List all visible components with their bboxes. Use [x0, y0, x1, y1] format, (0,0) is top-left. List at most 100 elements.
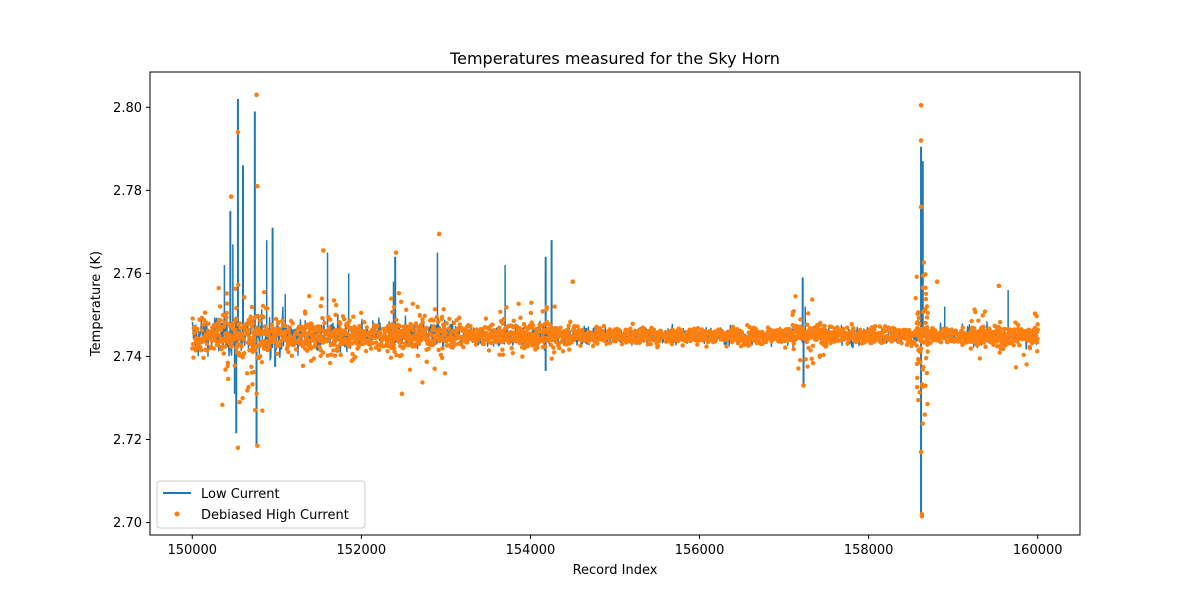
- data-point: [824, 330, 829, 335]
- data-point: [793, 294, 798, 299]
- data-point: [980, 313, 985, 318]
- data-point: [969, 318, 974, 324]
- data-point: [434, 314, 439, 320]
- data-point: [277, 343, 282, 348]
- data-point: [403, 342, 408, 348]
- data-point: [252, 407, 258, 413]
- data-point: [334, 348, 340, 353]
- data-point: [397, 353, 403, 359]
- data-point: [925, 401, 930, 407]
- data-point: [261, 315, 266, 320]
- data-point: [566, 323, 571, 328]
- data-point: [395, 322, 401, 327]
- data-point: [924, 315, 930, 320]
- data-point: [823, 344, 828, 349]
- data-point: [341, 316, 347, 322]
- data-point: [979, 325, 984, 330]
- data-point: [925, 349, 930, 354]
- data-point: [546, 336, 551, 341]
- data-point: [560, 348, 566, 354]
- data-point: [376, 347, 382, 353]
- data-point: [392, 346, 397, 351]
- data-point: [923, 291, 929, 297]
- data-point: [641, 338, 647, 343]
- data-point: [225, 360, 230, 366]
- y-axis-label: Temperature (K): [89, 251, 104, 357]
- data-point: [552, 304, 557, 309]
- data-point: [206, 321, 211, 326]
- data-point: [332, 334, 337, 339]
- data-point: [713, 336, 719, 341]
- data-point: [791, 341, 796, 346]
- data-point: [446, 326, 452, 331]
- data-point: [977, 356, 983, 361]
- data-point-outlier: [399, 391, 405, 397]
- data-point: [982, 330, 988, 335]
- data-point: [450, 335, 455, 340]
- data-point: [1027, 328, 1033, 333]
- data-point: [594, 324, 599, 330]
- data-point: [540, 309, 545, 314]
- data-point: [441, 327, 447, 332]
- data-point: [654, 336, 660, 341]
- data-point: [768, 327, 773, 332]
- data-point: [221, 351, 226, 356]
- data-point: [451, 320, 457, 326]
- data-point: [195, 326, 200, 332]
- data-point: [916, 397, 921, 403]
- data-point: [753, 326, 758, 332]
- data-point: [619, 341, 625, 347]
- data-point: [403, 307, 409, 313]
- data-point: [923, 272, 928, 277]
- data-point: [236, 336, 242, 342]
- data-point: [516, 301, 521, 307]
- data-point: [915, 319, 920, 325]
- data-point: [920, 421, 925, 426]
- data-point: [348, 326, 353, 331]
- legend-label-low-current: Low Current: [201, 487, 280, 502]
- data-point: [803, 335, 809, 340]
- data-point: [497, 352, 502, 357]
- data-point: [516, 336, 521, 342]
- data-point: [263, 340, 268, 346]
- data-point: [977, 340, 982, 346]
- data-point: [275, 351, 280, 357]
- data-point: [368, 346, 374, 351]
- data-point: [520, 354, 525, 359]
- data-point: [230, 325, 235, 330]
- data-point: [237, 321, 243, 326]
- data-point: [247, 335, 252, 340]
- data-point: [578, 343, 583, 348]
- data-point: [327, 325, 332, 331]
- data-point-outlier: [237, 399, 242, 405]
- data-point: [1027, 338, 1032, 343]
- data-point: [982, 309, 988, 314]
- x-axis-label: Record Index: [573, 563, 658, 578]
- data-point: [791, 330, 796, 335]
- data-point: [983, 344, 988, 349]
- y-tick-label: 2.70: [113, 516, 142, 531]
- data-point: [564, 331, 569, 336]
- data-point: [333, 302, 339, 308]
- data-point: [260, 303, 266, 309]
- data-point: [998, 346, 1003, 351]
- data-point: [249, 364, 254, 369]
- data-point: [1017, 342, 1022, 348]
- data-point: [1021, 352, 1026, 358]
- data-point: [435, 327, 441, 332]
- data-point: [882, 324, 888, 329]
- data-point: [481, 341, 487, 347]
- data-point: [205, 348, 210, 353]
- data-point-outlier: [570, 279, 576, 285]
- data-point: [1003, 342, 1008, 348]
- data-point: [797, 358, 803, 363]
- data-point: [347, 318, 352, 323]
- data-point: [393, 336, 398, 341]
- data-point: [548, 342, 554, 348]
- data-point: [1027, 344, 1032, 350]
- data-point: [283, 323, 288, 329]
- data-point-outlier: [436, 231, 442, 237]
- data-point: [341, 328, 347, 333]
- data-point: [556, 330, 561, 336]
- data-point: [1015, 339, 1020, 344]
